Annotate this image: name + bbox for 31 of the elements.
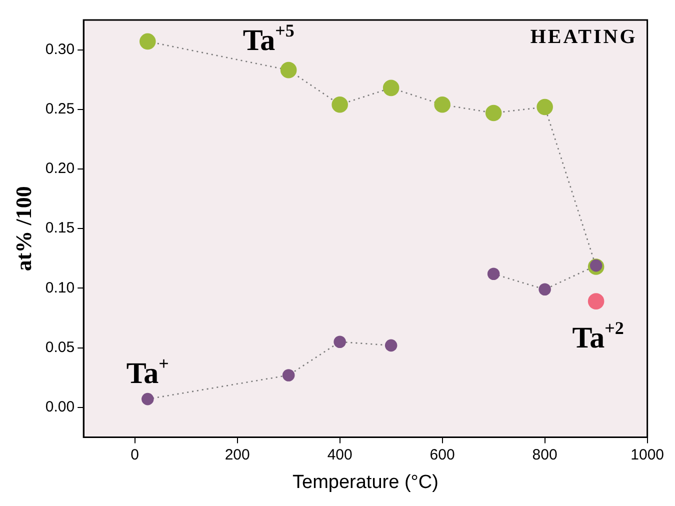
- point: [282, 369, 295, 382]
- y-tick-label: 0.05: [45, 338, 75, 356]
- x-tick-label: 600: [430, 446, 455, 464]
- point: [332, 96, 348, 113]
- point: [588, 293, 604, 310]
- point: [382, 80, 400, 96]
- y-tick-label: 0.25: [45, 100, 75, 118]
- y-tick-label: 0.00: [45, 398, 75, 416]
- y-axis-title: at% /100: [10, 186, 36, 272]
- y-tick-label: 0.20: [45, 160, 75, 178]
- x-tick-label: 1000: [630, 446, 664, 464]
- x-tick-label: 400: [327, 446, 352, 464]
- series-label: Ta+: [126, 354, 169, 390]
- x-tick-label: 200: [224, 446, 250, 464]
- point: [280, 62, 297, 78]
- x-axis-title: Temperature (°C): [292, 472, 438, 493]
- annotation: HEATING: [530, 26, 638, 48]
- x-tick-label: 800: [532, 446, 558, 464]
- point: [334, 336, 346, 348]
- point: [536, 98, 553, 116]
- y-tick-label: 0.15: [45, 220, 75, 237]
- point: [538, 283, 551, 296]
- point: [142, 392, 154, 406]
- y-tick-label: 0.10: [45, 279, 75, 296]
- x-tick-label: 0: [130, 446, 140, 464]
- y-tick-label: 0.30: [45, 40, 75, 58]
- point: [485, 104, 502, 122]
- point: [140, 33, 156, 50]
- point: [384, 339, 398, 352]
- point: [434, 96, 450, 113]
- point: [487, 268, 500, 280]
